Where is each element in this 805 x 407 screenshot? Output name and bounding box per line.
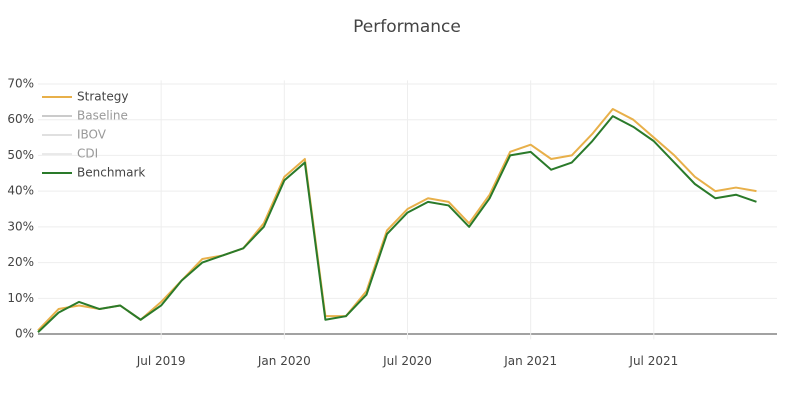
y-tick-label: 0% (15, 327, 34, 341)
x-tick-label: Jul 2019 (136, 354, 186, 368)
y-tick-label: 20% (7, 255, 34, 269)
series-line (37, 115, 757, 333)
series-line (37, 107, 757, 332)
y-tick-label: 30% (7, 219, 34, 233)
y-tick-label: 10% (7, 291, 34, 305)
x-tick-label: Jul 2021 (628, 354, 678, 368)
legend-label[interactable]: Baseline (77, 109, 128, 123)
x-tick-label: Jan 2020 (257, 354, 311, 368)
x-tick-label: Jan 2021 (503, 354, 557, 368)
x-tick-label: Jul 2020 (382, 354, 432, 368)
y-tick-label: 60% (7, 112, 34, 126)
legend-label[interactable]: Benchmark (77, 166, 145, 180)
y-tick-label: 50% (7, 148, 34, 162)
y-tick-label: 40% (7, 184, 34, 198)
legend-label[interactable]: IBOV (77, 128, 107, 142)
legend-label[interactable]: Strategy (77, 90, 128, 104)
y-tick-label: 70% (7, 76, 34, 90)
chart-title: Performance (353, 17, 461, 37)
legend-label[interactable]: CDI (77, 147, 98, 161)
